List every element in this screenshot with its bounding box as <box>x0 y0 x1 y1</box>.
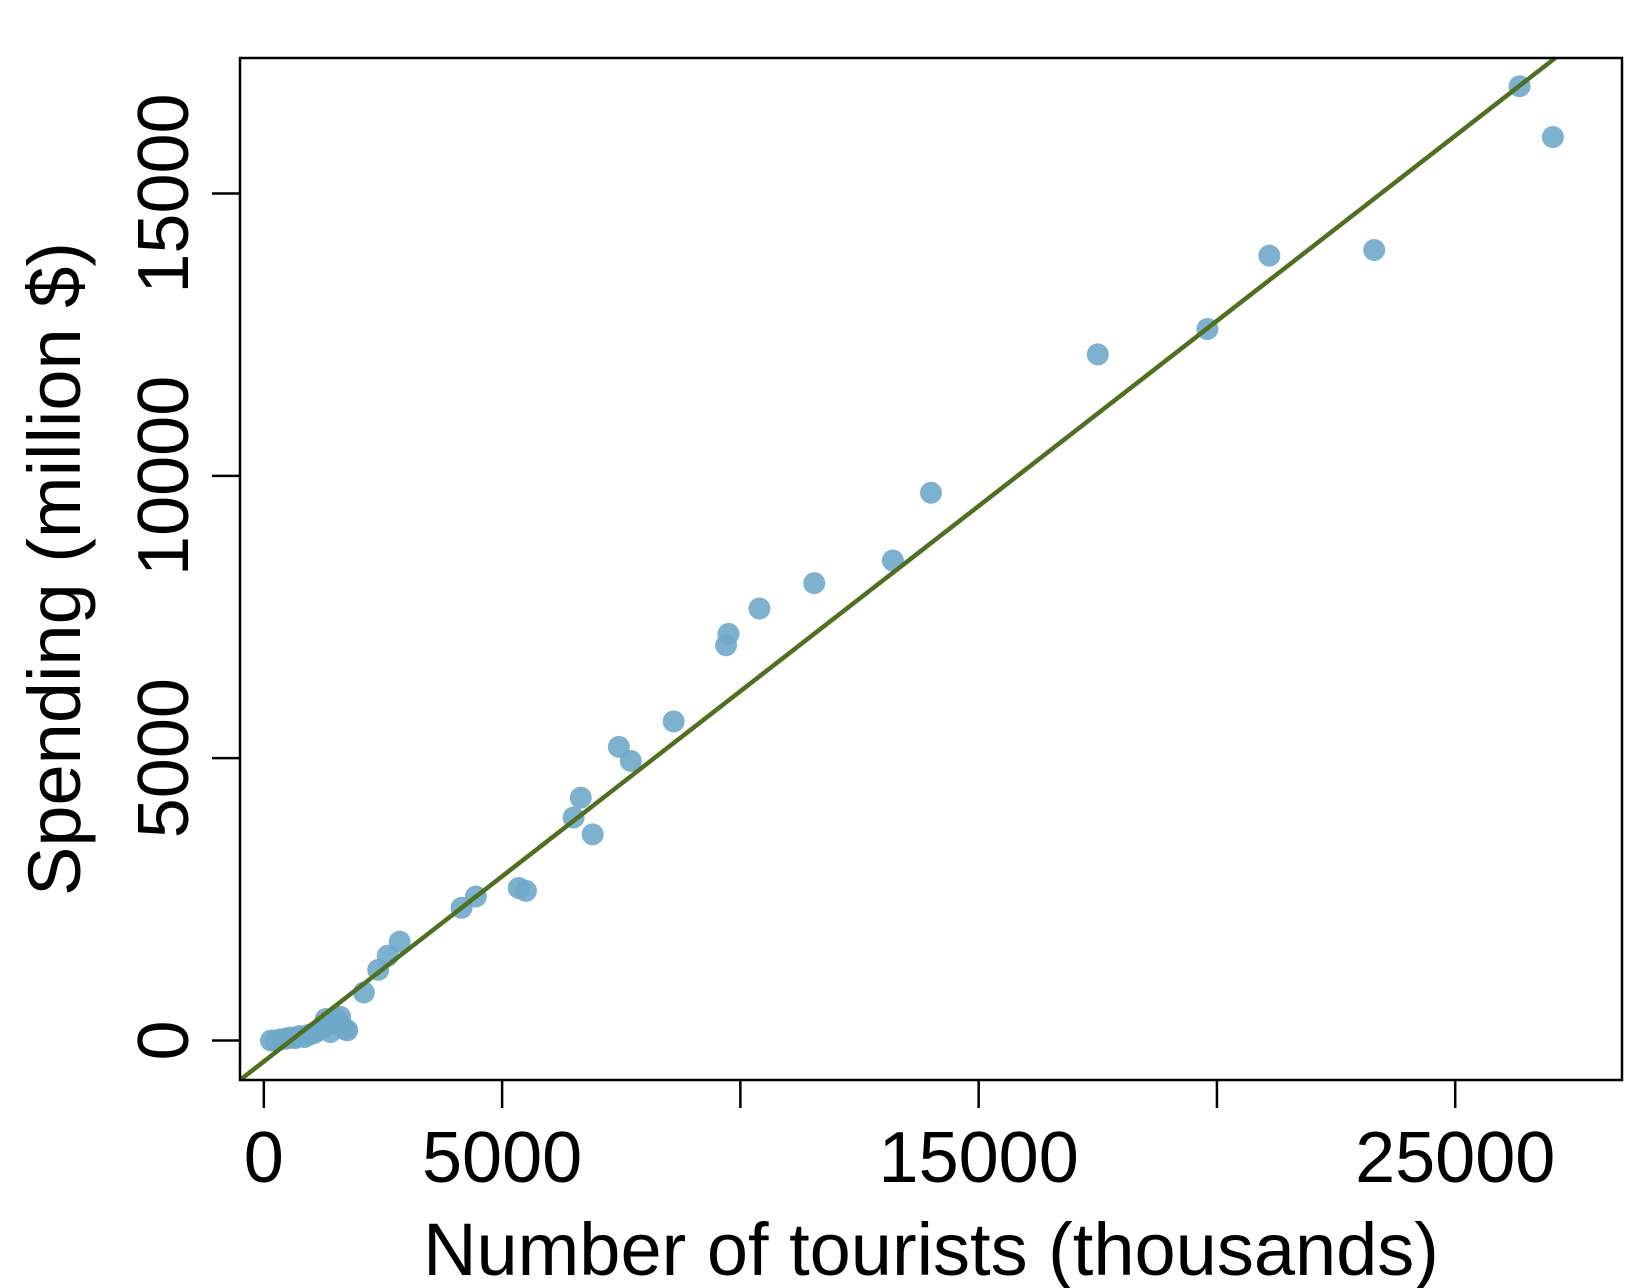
y-axis-title: Spending (million $) <box>13 242 96 896</box>
data-point <box>581 823 604 846</box>
data-point <box>514 879 537 902</box>
data-point <box>1363 238 1386 261</box>
y-axis: 0 5000 10000 15000 <box>124 93 240 1060</box>
data-point <box>920 481 942 504</box>
x-axis-title: Number of tourists (thousands) <box>423 1208 1439 1288</box>
data-point <box>662 710 685 733</box>
plot-frame <box>238 56 1624 1082</box>
y-tick-label: 0 <box>124 1020 204 1060</box>
data-point <box>1541 126 1564 149</box>
data-point <box>803 572 826 595</box>
data-point <box>717 622 740 645</box>
x-axis: 0 5000 15000 25000 <box>244 1080 1555 1198</box>
regression-line <box>238 56 1557 1082</box>
y-tick-label: 10000 <box>124 376 204 576</box>
data-point <box>388 930 411 953</box>
y-tick-label: 15000 <box>124 93 204 293</box>
x-tick-label: 15000 <box>879 1118 1079 1198</box>
data-point <box>1086 343 1109 366</box>
data-point <box>329 1005 352 1028</box>
data-point <box>1258 244 1281 267</box>
x-tick-label: 25000 <box>1355 1118 1555 1198</box>
x-tick-label: 0 <box>244 1118 284 1198</box>
data-point <box>748 597 771 620</box>
y-tick-label: 5000 <box>124 678 204 838</box>
data-point <box>619 749 642 772</box>
fit-line-layer <box>238 56 1557 1082</box>
data-point <box>569 786 592 809</box>
x-tick-label: 5000 <box>422 1118 582 1198</box>
